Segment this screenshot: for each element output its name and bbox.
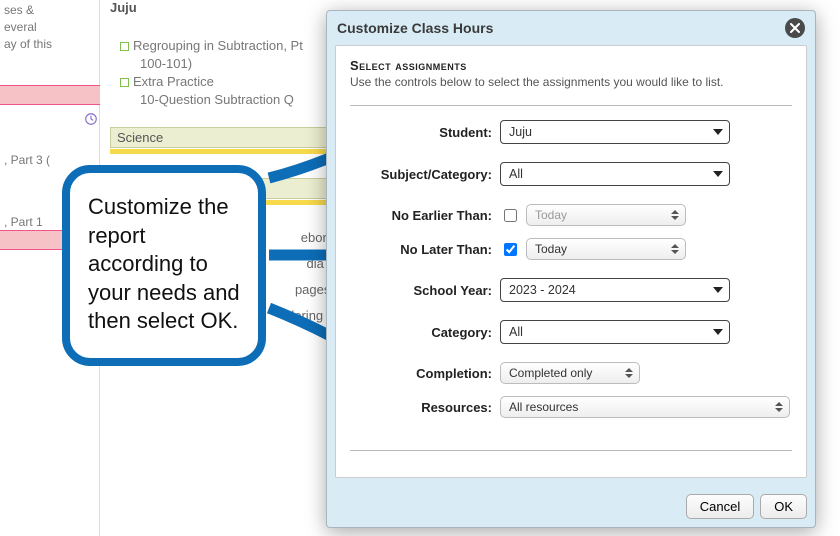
dialog-body: Select assignments Use the controls belo… <box>335 45 807 478</box>
completion-select-value: Completed only <box>509 366 592 380</box>
section-subtext: Use the controls below to select the ass… <box>350 75 792 89</box>
chevron-down-icon <box>713 129 723 135</box>
resources-select[interactable]: All resources <box>500 396 790 418</box>
stepper-icon <box>625 368 633 378</box>
bg-text: everal <box>4 19 95 36</box>
instruction-callout: Customize the report according to your n… <box>62 165 266 366</box>
stepper-icon <box>775 402 783 412</box>
student-select[interactable]: Juju <box>500 120 730 144</box>
bg-yellow-underline <box>110 149 340 154</box>
bg-text: ses & <box>4 2 95 19</box>
category-label: Category: <box>350 325 500 340</box>
close-button[interactable] <box>785 18 805 38</box>
school-year-select-value: 2023 - 2024 <box>509 283 576 297</box>
bg-highlight-bar <box>0 85 100 105</box>
bg-assignment: Extra Practice <box>120 74 340 89</box>
student-select-value: Juju <box>509 125 532 139</box>
no-earlier-select-value: Today <box>535 208 567 222</box>
category-select[interactable]: All <box>500 320 730 344</box>
chevron-down-icon <box>713 287 723 293</box>
instruction-callout-text: Customize the report according to your n… <box>88 194 240 333</box>
ok-button[interactable]: OK <box>760 494 807 519</box>
no-later-select-value: Today <box>535 242 567 256</box>
cancel-button[interactable]: Cancel <box>686 494 754 519</box>
dialog-title: Customize Class Hours <box>337 20 493 36</box>
stepper-icon <box>671 210 679 220</box>
close-icon <box>790 23 800 33</box>
chevron-down-icon <box>713 171 723 177</box>
subject-select[interactable]: All <box>500 162 730 186</box>
no-later-checkbox[interactable] <box>504 243 517 256</box>
no-later-select[interactable]: Today <box>526 238 686 260</box>
no-later-label: No Later Than: <box>350 242 500 257</box>
completion-select[interactable]: Completed only <box>500 362 640 384</box>
category-select-value: All <box>509 325 523 339</box>
bg-section-header: Science <box>110 127 340 148</box>
no-earlier-label: No Earlier Than: <box>350 208 500 223</box>
resources-label: Resources: <box>350 400 500 415</box>
section-heading: Select assignments <box>350 58 792 73</box>
subject-select-value: All <box>509 167 523 181</box>
bg-student-name: Juju <box>110 0 340 15</box>
divider <box>350 450 792 451</box>
divider <box>350 105 792 106</box>
chevron-down-icon <box>713 329 723 335</box>
completion-label: Completion: <box>350 366 500 381</box>
clock-icon <box>84 112 98 126</box>
dialog-button-row: Cancel OK <box>335 494 807 519</box>
bg-assignment: Regrouping in Subtraction, Pt <box>120 38 340 53</box>
dialog-titlebar: Customize Class Hours <box>327 11 815 45</box>
resources-select-value: All resources <box>509 400 578 414</box>
no-earlier-select[interactable]: Today <box>526 204 686 226</box>
school-year-label: School Year: <box>350 283 500 298</box>
stepper-icon <box>671 244 679 254</box>
bg-text: ay of this <box>4 36 95 53</box>
customize-class-hours-dialog: Customize Class Hours Select assignments… <box>326 10 816 528</box>
school-year-select[interactable]: 2023 - 2024 <box>500 278 730 302</box>
no-earlier-checkbox[interactable] <box>504 209 517 222</box>
bg-assignment: 100-101) <box>140 56 340 71</box>
subject-label: Subject/Category: <box>350 167 500 182</box>
bg-assignment: 10-Question Subtraction Q <box>140 92 340 107</box>
student-label: Student: <box>350 125 500 140</box>
